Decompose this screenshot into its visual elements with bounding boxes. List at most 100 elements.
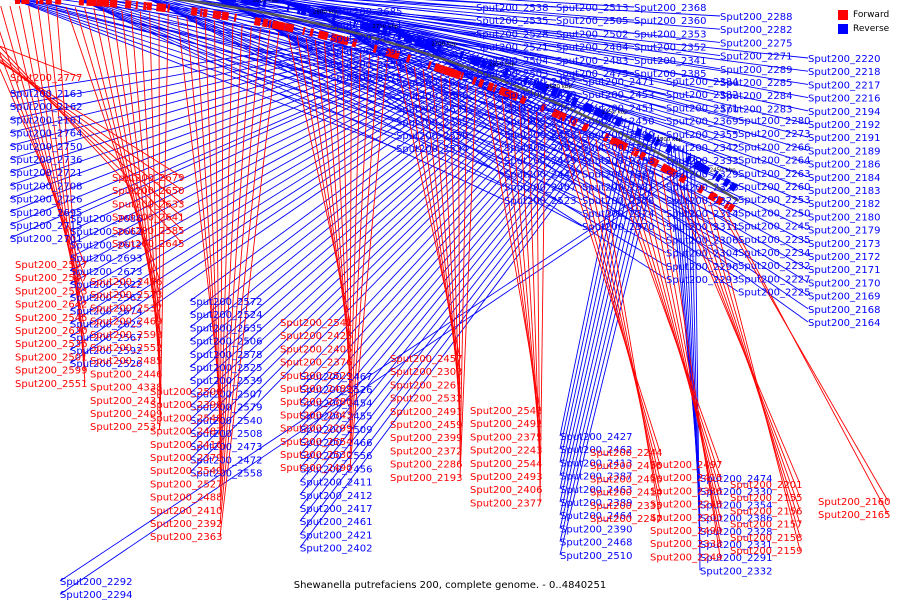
legend-item-forward: Forward — [838, 8, 889, 22]
leader-line — [717, 206, 889, 502]
reverse-gene-label: Sput200_2288 — [720, 12, 793, 23]
forward-gene — [135, 1, 139, 10]
forward-gene-label: Sput200_2554 — [280, 437, 353, 448]
reverse-gene-label: Sput200_2572 — [190, 297, 263, 308]
reverse-gene-label: Sput200_2525 — [190, 363, 263, 374]
forward-gene-label: Sput200_2536 — [15, 339, 88, 350]
reverse-gene — [544, 84, 550, 94]
reverse-gene-label: Sput200_2473 — [190, 442, 263, 453]
reverse-gene-label: Sput200_2411 — [300, 478, 373, 489]
reverse-gene-label: Sput200_2192 — [808, 120, 881, 131]
forward-gene-label: Sput200_2431 — [90, 396, 163, 407]
reverse-gene-label: Sput200_2329 — [666, 169, 739, 180]
leader-line — [449, 78, 461, 438]
reverse-gene — [523, 76, 529, 85]
forward-gene — [233, 13, 237, 22]
reverse-gene-label: Sput200_2462 — [560, 445, 633, 456]
reverse-gene-label: Sput200_2291 — [700, 553, 773, 564]
leader-line — [559, 124, 639, 476]
reverse-gene-label: Sput200_2169 — [808, 292, 881, 303]
forward-gene-label: Sput200_2157 — [730, 520, 803, 531]
leader-line — [219, 24, 243, 484]
forward-gene-label: Sput200_2492 — [470, 419, 543, 430]
forward-gene — [660, 163, 666, 172]
leader-line — [159, 14, 169, 427]
reverse-gene-label: Sput200_2456 — [300, 464, 373, 475]
forward-swatch — [838, 10, 848, 20]
reverse-gene-label: Sput200_2280 — [738, 116, 811, 127]
reverse-gene-label: Sput200_2352 — [634, 43, 707, 54]
kbp-tick-label: 2750 kbp — [372, 24, 398, 30]
reverse-gene-label: Sput200_2378 — [582, 196, 655, 207]
reverse-gene-label: Sput200_2535 — [476, 16, 549, 27]
reverse-gene-label: Sput200_2227 — [738, 274, 811, 285]
forward-gene-label: Sput200_2249 — [650, 552, 723, 563]
leader-line — [85, 0, 505, 122]
forward-gene-label: Sput200_2529 — [280, 371, 353, 382]
forward-gene-label: Sput200_2261 — [390, 380, 463, 391]
forward-gene — [571, 117, 579, 127]
forward-gene-label: Sput200_2379 — [150, 453, 223, 464]
forward-gene-label: Sput200_2633 — [112, 199, 185, 210]
forward-gene-label: Sput200_2501 — [15, 352, 88, 363]
leader-line — [536, 111, 541, 490]
reverse-gene-label: Sput200_2328 — [700, 527, 773, 538]
reverse-gene-label: Sput200_2374 — [582, 209, 655, 220]
reverse-gene-label: Sput200_2163 — [10, 89, 83, 100]
reverse-gene-label: Sput200_2455 — [300, 412, 373, 423]
leader-line — [177, 15, 221, 392]
reverse-gene-label: Sput200_2186 — [808, 160, 881, 171]
reverse-gene-label: Sput200_2314 — [666, 209, 739, 220]
leader-line — [323, 41, 351, 375]
reverse-gene-label: Sput200_2685 — [330, 7, 403, 18]
forward-gene — [506, 89, 512, 98]
forward-gene — [567, 116, 574, 125]
leader-line — [690, 152, 701, 558]
reverse-gene-label: Sput200_2331 — [700, 540, 773, 551]
leader-line — [0, 61, 183, 191]
forward-gene-label: Sput200_2777 — [10, 73, 83, 84]
reverse-gene-label: Sput200_2622 — [70, 280, 143, 291]
reverse-gene-label: Sput200_2523 — [504, 196, 577, 207]
forward-gene — [616, 139, 626, 150]
forward-gene — [96, 0, 100, 7]
reverse-gene-label: Sput200_2293 — [666, 275, 739, 286]
reverse-gene-label: Sput200_2311 — [666, 222, 739, 233]
forward-gene-label: Sput200_2531 — [90, 422, 163, 433]
forward-gene-label: Sput200_2244 — [590, 448, 663, 459]
reverse-gene-label: Sput200_2452 — [504, 143, 577, 154]
leader-line — [219, 21, 225, 458]
leader-line — [189, 77, 540, 394]
reverse-gene — [694, 160, 703, 171]
reverse-gene-label: Sput200_2282 — [720, 25, 793, 36]
leader-line — [189, 81, 548, 421]
leader-line — [527, 108, 541, 477]
leader-line — [219, 28, 261, 510]
reverse-gene-label: Sput200_2353 — [634, 29, 707, 40]
leader-line — [587, 134, 661, 505]
forward-gene — [486, 82, 495, 92]
forward-gene — [630, 147, 637, 156]
forward-gene-label: Sput200_2376 — [280, 358, 353, 369]
leader-line — [0, 45, 81, 78]
forward-gene-label: Sput200_2248 — [650, 500, 723, 511]
reverse-gene-label: Sput200_2672 — [330, 33, 403, 44]
reverse-gene-label: Sput200_2736 — [10, 155, 83, 166]
forward-gene — [162, 3, 167, 13]
leader-line — [284, 0, 635, 48]
leader-line — [69, 51, 471, 259]
forward-gene-label: Sput200_2530 — [280, 450, 353, 461]
forward-gene-label: Sput200_2446 — [90, 369, 163, 380]
leader-line — [219, 31, 280, 537]
leader-line — [628, 155, 721, 504]
leader-line — [139, 11, 161, 387]
reverse-gene-label: Sput200_2474 — [700, 474, 773, 485]
forward-gene-label: Sput200_2416 — [150, 440, 223, 451]
reverse-gene-label: Sput200_2263 — [738, 169, 811, 180]
leader-line — [69, 59, 493, 324]
reverse-gene-label: Sput200_2461 — [300, 517, 373, 528]
reverse-gene — [703, 166, 711, 176]
reverse-gene-label: Sput200_2391 — [582, 143, 655, 154]
reverse-gene — [595, 107, 604, 118]
reverse-gene — [550, 87, 559, 98]
